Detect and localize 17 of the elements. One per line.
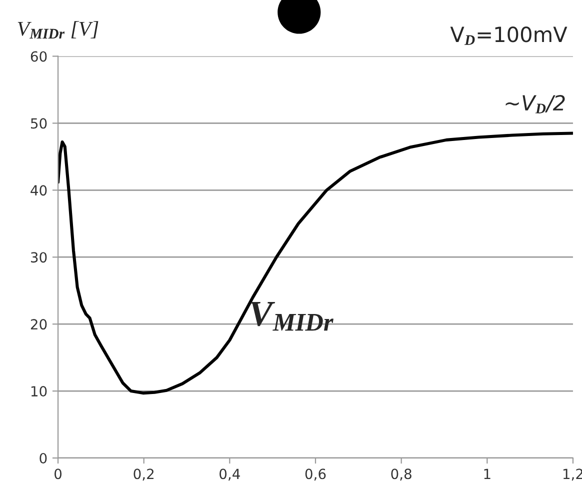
x-tick-label: 0,4 (220, 468, 240, 481)
x-tick-label: 0 (54, 468, 62, 480)
x-tick-label: 0,6 (305, 468, 326, 481)
y-tick-label: 60 (30, 51, 47, 62)
y-tick-label: 20 (30, 319, 47, 330)
x-tick-label: 0,8 (391, 468, 412, 481)
y-tick-label: 0 (40, 452, 47, 464)
y-tick-label: 50 (31, 118, 47, 129)
y-tick-label: 40 (30, 185, 47, 196)
x-tick-label: 1 (484, 468, 490, 479)
annotation: ~V$_{D}$/2 (506, 94, 565, 114)
text: V$_{D}$=100mV (450, 26, 568, 45)
y-axis-title: V$_{MIDr}$ [V] (18, 21, 98, 38)
x-tick-label: 0,2 (134, 468, 154, 481)
annotation: V$_{MIDr}$ (250, 302, 334, 331)
y-tick-label: 30 (30, 252, 47, 263)
y-tick-label: 10 (31, 386, 47, 397)
